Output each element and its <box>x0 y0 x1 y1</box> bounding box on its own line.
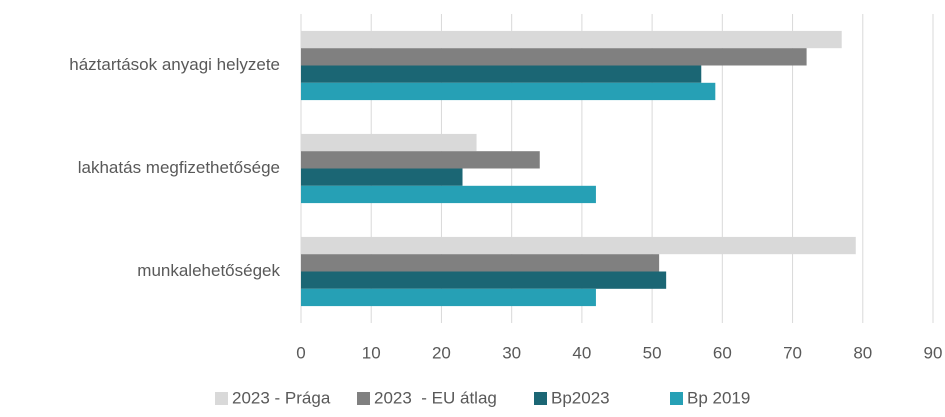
legend-swatch <box>215 392 228 405</box>
bar <box>301 236 856 255</box>
x-tick-label: 20 <box>432 343 451 362</box>
legend-swatch <box>357 392 370 405</box>
x-tick-label: 40 <box>572 343 591 362</box>
y-tick-label: háztartások anyagi helyzete <box>69 55 280 74</box>
x-tick-label: 30 <box>502 343 521 362</box>
y-tick-label: lakhatás megfizethetősége <box>78 158 280 177</box>
legend-label: Bp 2019 <box>687 388 750 407</box>
x-tick-label: 10 <box>362 343 381 362</box>
x-tick-label: 80 <box>853 343 872 362</box>
x-tick-label: 60 <box>713 343 732 362</box>
bar <box>301 30 842 49</box>
x-tick-label: 70 <box>783 343 802 362</box>
legend-swatch <box>534 392 547 405</box>
x-tick-label: 90 <box>924 343 943 362</box>
legend-label: Bp2023 <box>551 388 610 407</box>
bar <box>301 168 463 186</box>
bar <box>301 48 807 66</box>
bar <box>301 254 660 272</box>
bar <box>301 65 702 83</box>
y-tick-label: munkalehetőségek <box>137 261 280 280</box>
x-tick-label: 0 <box>296 343 305 362</box>
legend-label: 2023 - EU átlag <box>374 388 497 407</box>
bar <box>301 133 477 152</box>
bar <box>301 185 596 204</box>
bar <box>301 82 716 101</box>
bar <box>301 151 540 169</box>
legend-label: 2023 - Prága <box>232 388 331 407</box>
bar <box>301 271 667 289</box>
bar <box>301 288 596 307</box>
legend-swatch <box>670 392 683 405</box>
x-tick-label: 50 <box>643 343 662 362</box>
